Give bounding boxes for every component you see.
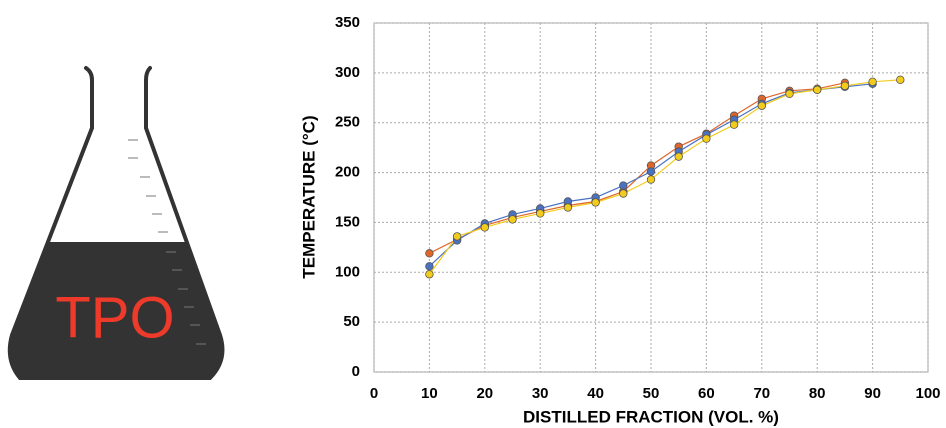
data-point [674,152,683,161]
y-tick-label: 300 [335,64,360,81]
y-tick-label: 100 [335,263,360,280]
flask: TPO [7,66,225,380]
y-tick-label: 250 [335,114,360,131]
x-tick-label: 0 [370,385,378,402]
x-tick-label: 100 [915,385,940,402]
series-line [428,79,901,275]
x-tick-label: 20 [476,385,493,402]
series-line [429,82,846,254]
data-point [619,189,628,198]
x-axis-title: DISTILLED FRACTION (VOL. %) [523,407,779,426]
y-tick-label: 50 [343,313,360,330]
x-tick-label: 50 [643,385,660,402]
data-point [896,75,905,85]
data-point [646,167,656,176]
data-point [646,175,656,184]
data-point [757,101,766,110]
data-point [536,209,545,218]
data-point [591,198,600,207]
x-tick-label: 60 [698,385,715,402]
x-tick-label: 30 [532,385,549,402]
data-point [619,181,628,190]
data-point [452,232,462,241]
x-tick-label: 40 [587,385,604,402]
data-point [702,134,711,143]
data-point [425,249,434,258]
x-tick-label: 10 [421,385,438,402]
y-tick-label: 0 [352,363,360,380]
x-tick-label: 90 [864,385,881,402]
data-point [425,262,434,271]
flask-liquid [9,242,223,378]
data-point [425,270,434,279]
x-tick-label: 70 [753,385,770,402]
y-tick-label: 350 [335,14,360,31]
data-point [785,89,794,98]
data-point [840,81,850,91]
flask-label: TPO [55,285,174,350]
data-point [868,77,877,87]
y-tick-label: 200 [335,164,360,181]
data-point [480,223,489,232]
flask-graduations [128,139,168,233]
y-axis-title: TEMPERATURE (°C) [299,115,318,278]
data-point [813,85,822,95]
y-tick-label: 150 [335,213,360,230]
data-point [563,203,573,212]
data-point [729,120,739,129]
flask-outline [7,66,225,380]
data-point [508,215,517,224]
x-tick-label: 80 [809,385,826,402]
flask-graduations-dark [166,251,206,345]
